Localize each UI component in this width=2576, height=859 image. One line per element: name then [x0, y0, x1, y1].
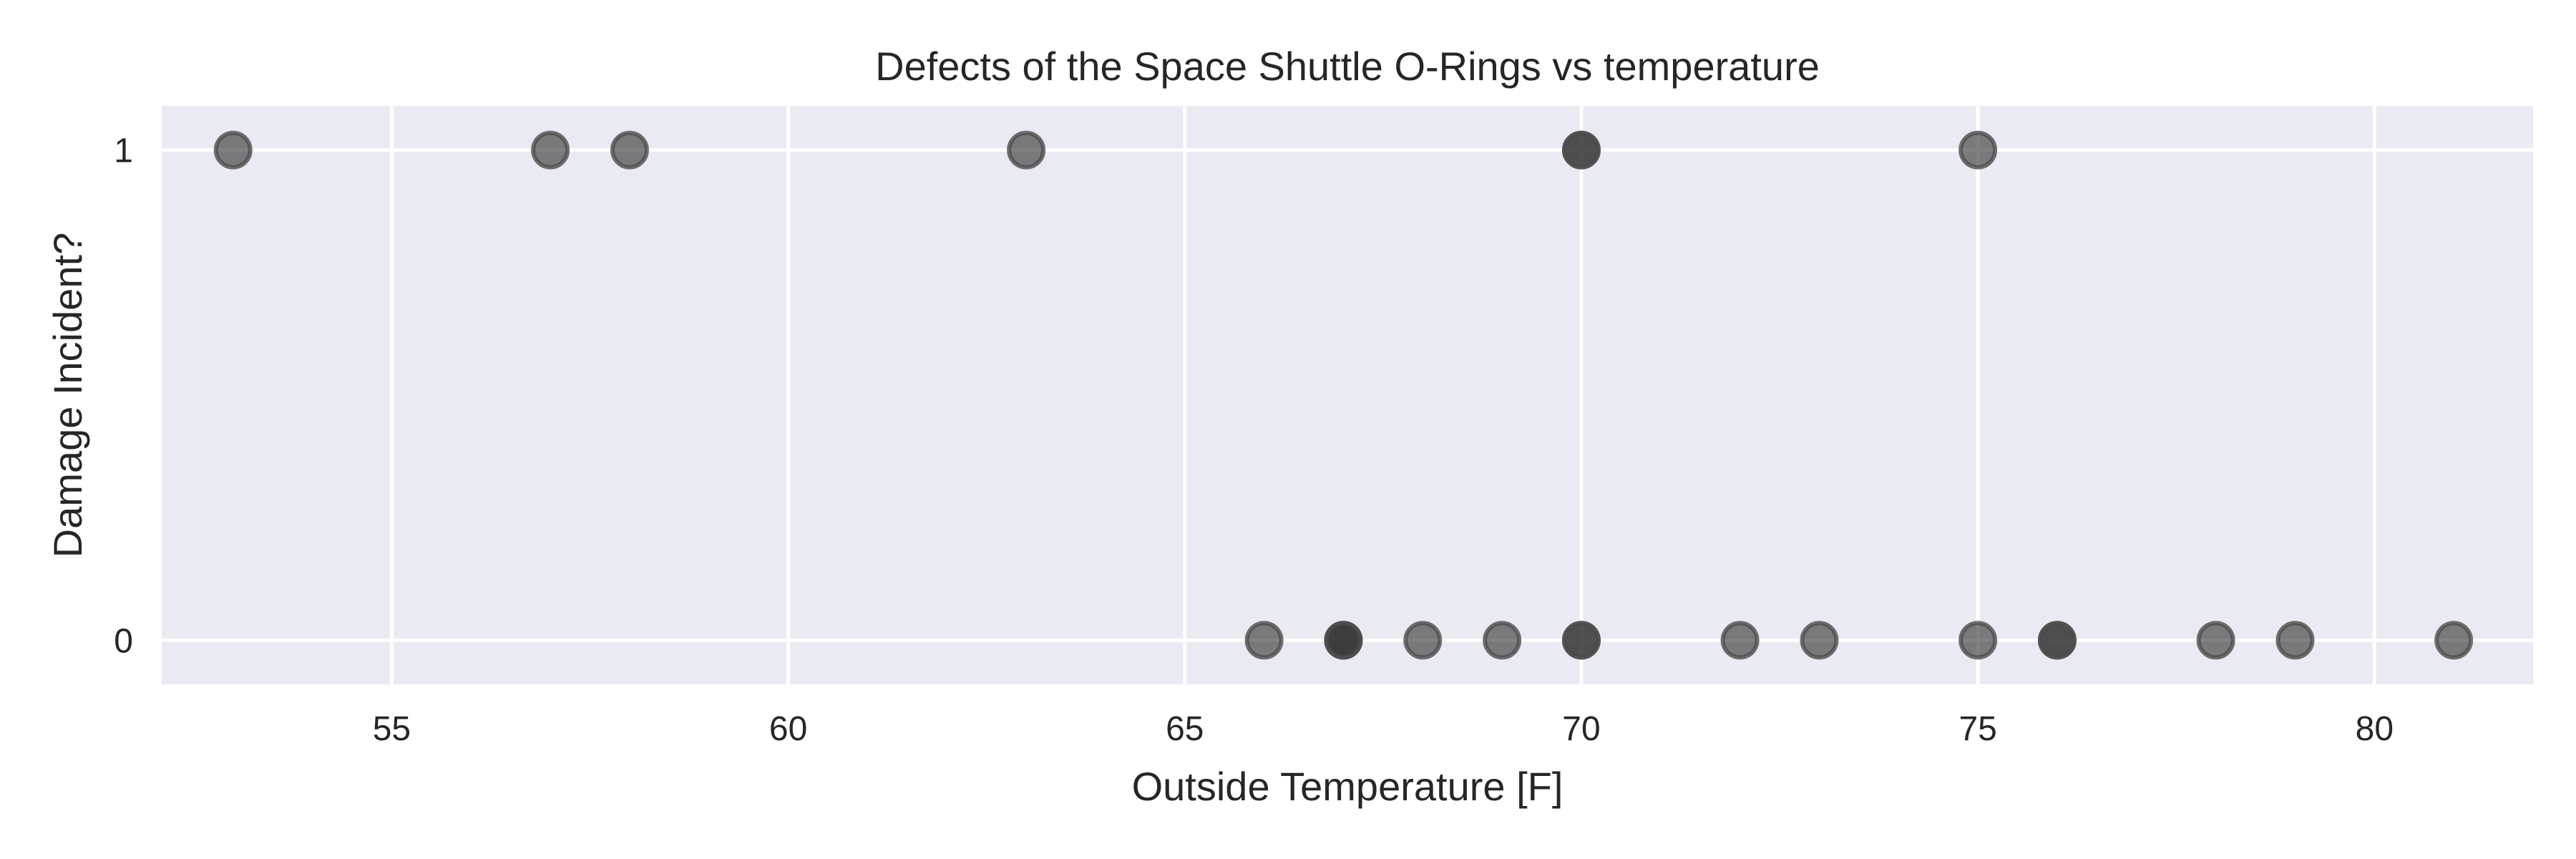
y-tick-label: 1: [114, 132, 133, 170]
plot-area: [162, 106, 2533, 684]
data-point: [1403, 621, 1443, 660]
data-point: [2037, 621, 2077, 660]
x-axis-label: Outside Temperature [F]: [1132, 764, 1563, 809]
data-point: [2434, 621, 2474, 660]
data-point: [1007, 130, 1046, 170]
x-tick-label: 70: [1562, 710, 1600, 748]
data-point: [1483, 621, 1522, 660]
x-tick-label: 65: [1166, 710, 1204, 748]
data-point: [2196, 621, 2235, 660]
data-point: [1720, 621, 1760, 660]
data-point: [610, 130, 649, 170]
x-axis-ticks: 55 60 65 70 75 80: [373, 710, 2394, 748]
data-points: [213, 130, 2474, 660]
data-point: [213, 130, 253, 170]
data-point: [1561, 130, 1601, 170]
data-point: [1324, 621, 1363, 660]
data-point: [531, 130, 570, 170]
x-tick-label: 60: [769, 710, 807, 748]
data-point: [1800, 621, 1839, 660]
x-tick-label: 80: [2356, 710, 2394, 748]
x-tick-label: 75: [1958, 710, 1996, 748]
data-point: [1244, 621, 1284, 660]
chart-title: Defects of the Space Shuttle O-Rings vs …: [875, 44, 1820, 89]
data-point: [1561, 621, 1601, 660]
data-point: [1958, 130, 1998, 170]
data-point: [2275, 621, 2315, 660]
y-axis-label: Damage Incident?: [45, 233, 90, 558]
x-tick-label: 55: [373, 710, 411, 748]
y-axis-ticks: 01: [114, 132, 133, 661]
data-point: [1958, 621, 1998, 660]
y-tick-label: 0: [114, 622, 133, 660]
